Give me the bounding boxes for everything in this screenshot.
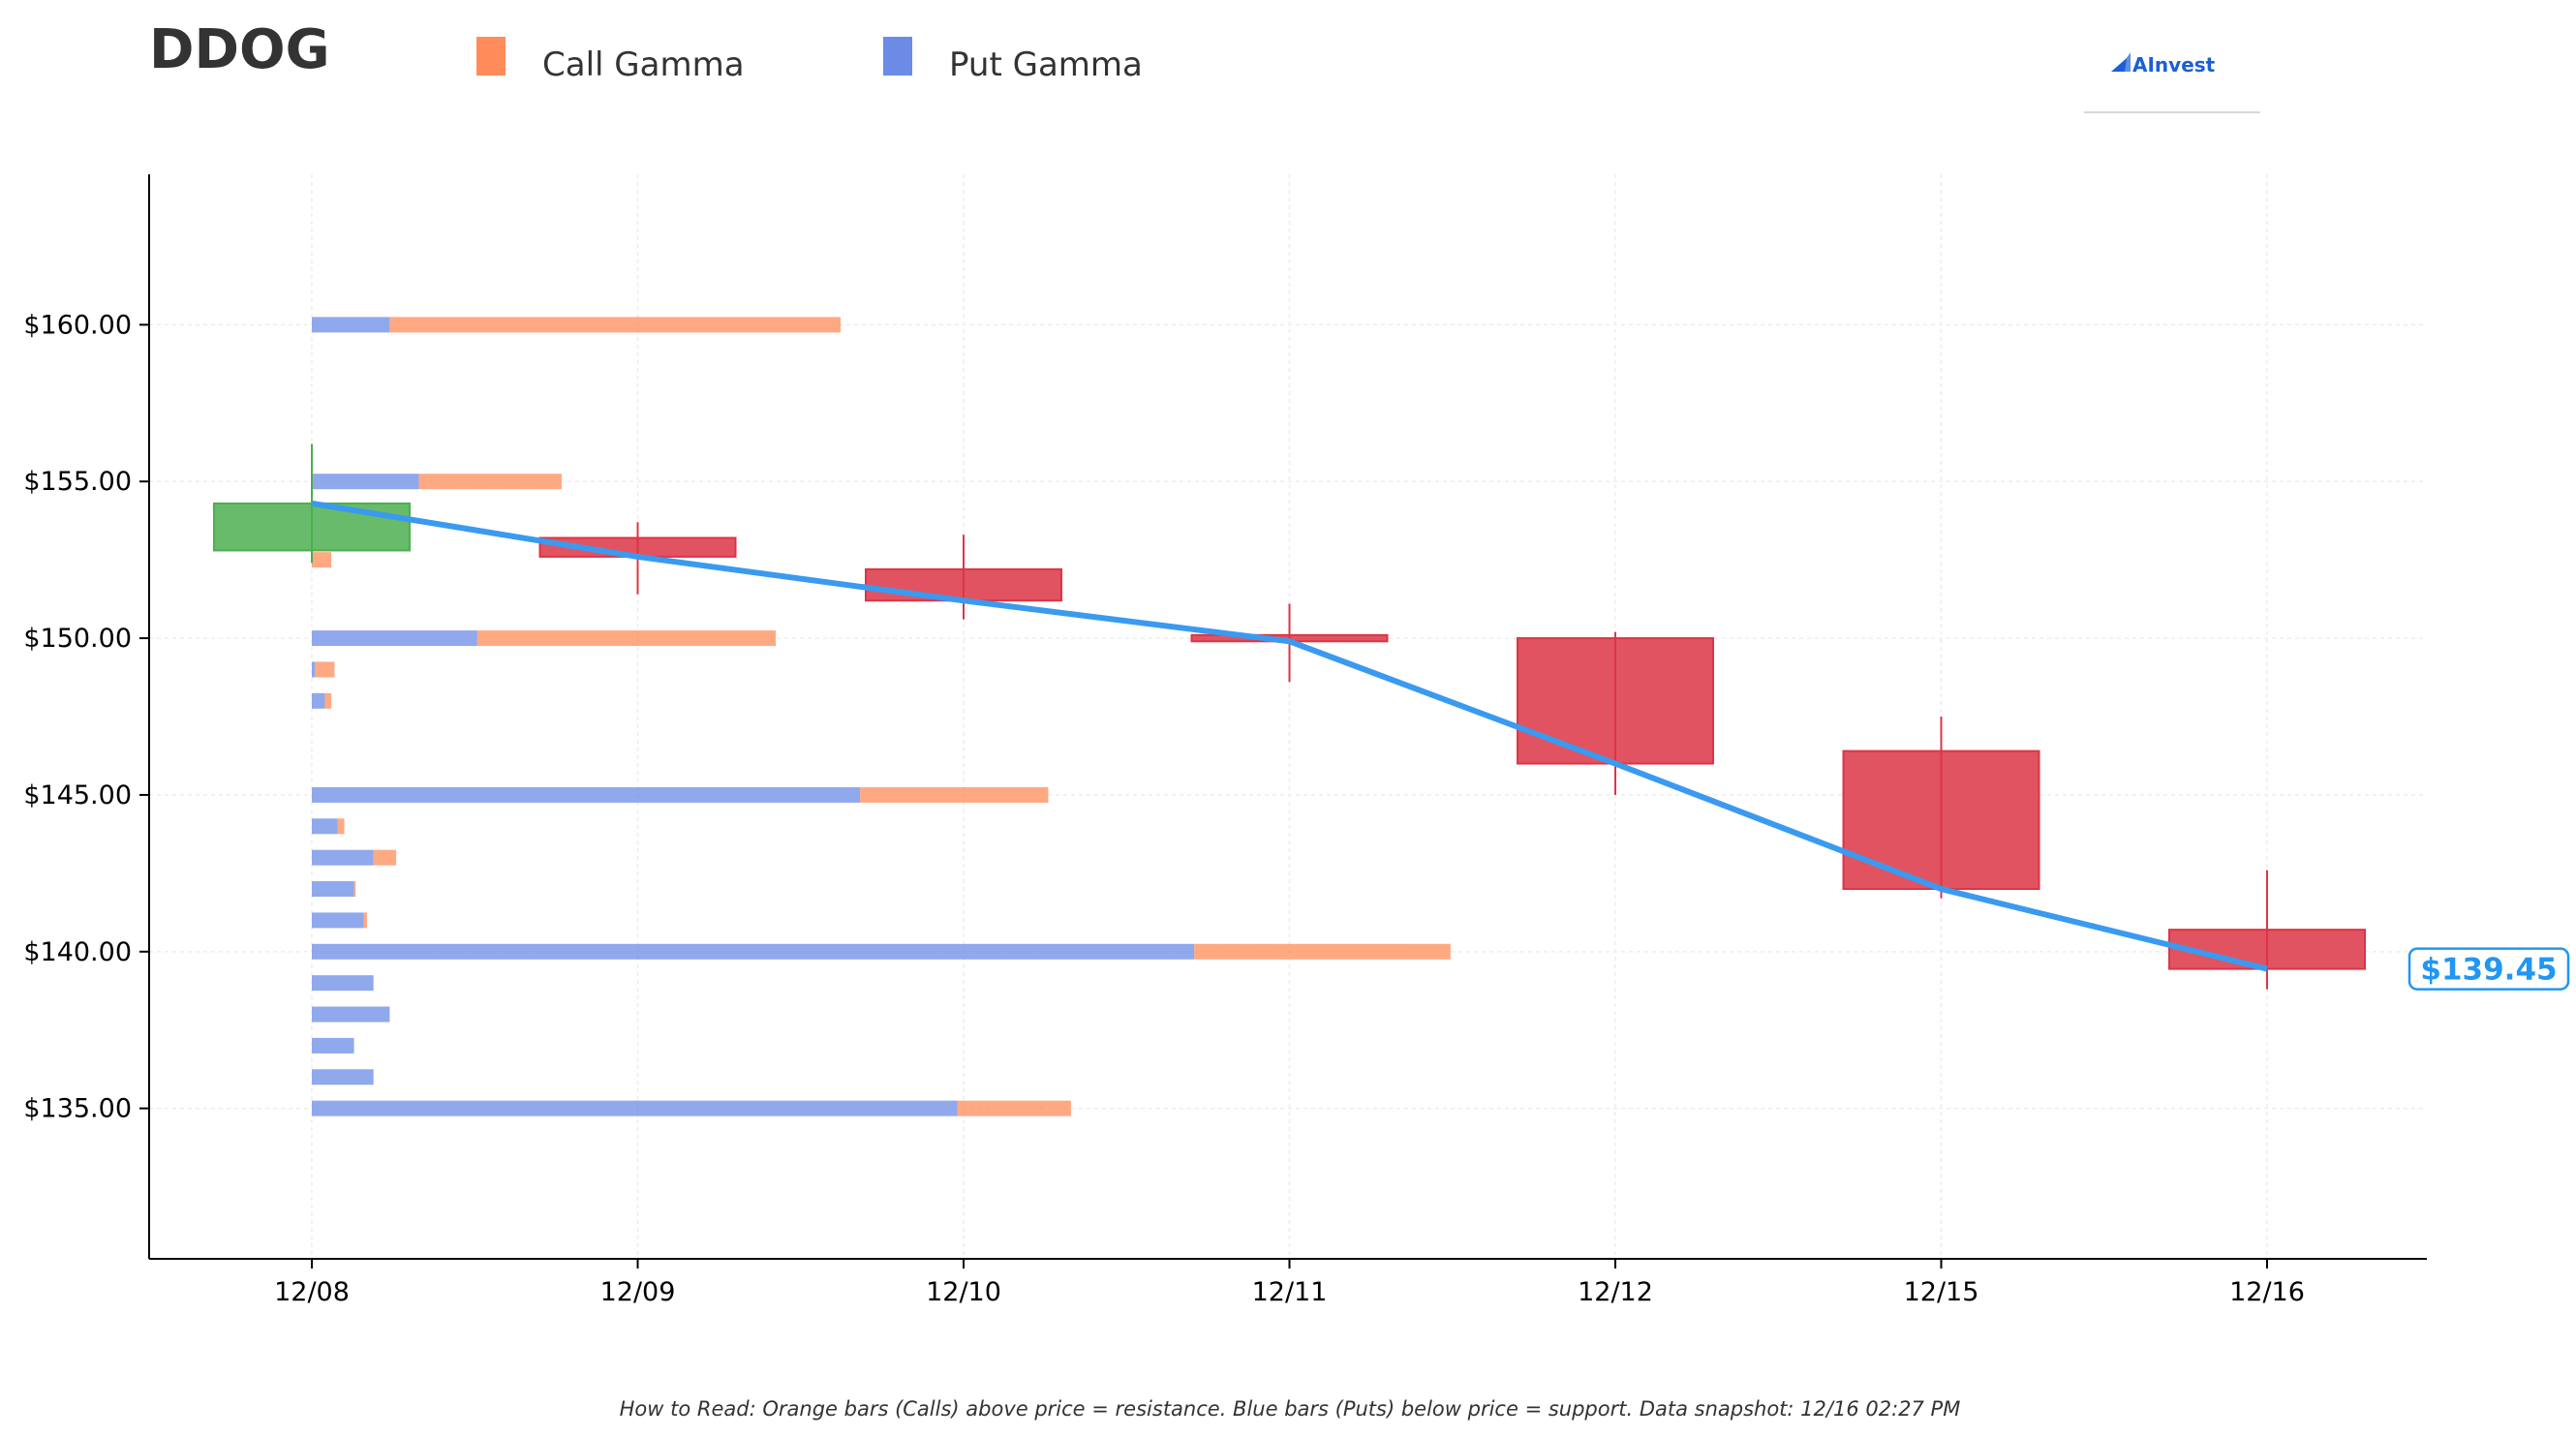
call-gamma-bar (363, 912, 367, 929)
legend-put-swatch (883, 37, 912, 76)
call-gamma-bar (337, 818, 345, 835)
put-gamma-bar (312, 786, 861, 803)
put-gamma-bar (312, 661, 316, 678)
legend-call-label: Call Gamma (542, 46, 745, 84)
call-gamma-bar (389, 317, 842, 333)
chart-title: DDOG (149, 18, 330, 81)
legend: Call Gamma Put Gamma (476, 37, 1143, 84)
legend-call-swatch (476, 37, 506, 76)
candle-body-down (1842, 749, 2040, 891)
put-gamma-bar (312, 474, 419, 490)
put-gamma-bar (312, 943, 1195, 960)
price-line-group (311, 500, 2268, 972)
x-tick-label: 12/10 (926, 1277, 1001, 1307)
current-price-badge (2407, 947, 2570, 991)
grid-lines (149, 174, 2427, 1259)
ainvest-logo: AInvest (2084, 52, 2260, 113)
y-tick-label: $150.00 (23, 624, 132, 654)
x-tick-label: 12/16 (2229, 1277, 2305, 1307)
call-gamma-bar (476, 630, 777, 647)
y-tick-label: $145.00 (23, 780, 132, 810)
call-gamma-bar (373, 849, 397, 866)
x-tick-label: 12/15 (1904, 1277, 1979, 1307)
axes: $135.00 $140.00 $145.00 $150.00 $155.00 $160.… (23, 174, 2427, 1307)
put-gamma-bar (312, 912, 364, 929)
put-gamma-bar (312, 849, 374, 866)
put-gamma-bar (312, 818, 338, 835)
y-tick-label: $140.00 (23, 937, 132, 967)
put-gamma-bar (312, 692, 325, 709)
footnote: How to Read: Orange bars (Calls) above p… (620, 1397, 1961, 1421)
put-gamma-bar (312, 881, 354, 898)
y-tick-label: $160.00 (23, 310, 132, 340)
x-tick-label: 12/12 (1578, 1277, 1653, 1307)
candle-body-down (1517, 637, 1714, 765)
legend-put-label: Put Gamma (949, 46, 1143, 84)
y-tick-label: $155.00 (23, 467, 132, 497)
x-tick-label: 12/11 (1252, 1277, 1328, 1307)
call-gamma-bar (418, 474, 562, 490)
call-gamma-bar (324, 692, 332, 709)
put-gamma-bar (312, 1069, 374, 1085)
candles (213, 443, 2366, 990)
price-line (311, 500, 2268, 972)
call-gamma-bar (315, 661, 335, 678)
gamma-bars (312, 317, 1451, 1116)
current-price-label: $139.45 (2420, 953, 2557, 988)
put-gamma-bar (312, 1037, 354, 1054)
call-gamma-bar (860, 786, 1049, 803)
logo-text: AInvest (2132, 53, 2216, 76)
call-gamma-bar (312, 552, 332, 568)
candle-body-down (2168, 929, 2366, 970)
candle-body-up (213, 502, 411, 552)
put-gamma-bar (312, 1100, 958, 1116)
call-gamma-bar (957, 1100, 1071, 1116)
call-gamma-bar (353, 881, 356, 898)
put-gamma-bar (312, 317, 390, 333)
x-tick-label: 12/08 (274, 1277, 350, 1307)
call-gamma-bar (1194, 943, 1451, 960)
put-gamma-bar (312, 975, 374, 992)
y-tick-label: $135.00 (23, 1094, 132, 1124)
put-gamma-bar (312, 630, 477, 647)
price-label-group: $139.45 (2407, 947, 2570, 991)
candle-body-down (865, 567, 1062, 602)
x-tick-label: 12/09 (600, 1277, 676, 1307)
put-gamma-bar (312, 1006, 390, 1023)
logo-icon-accent (2117, 52, 2131, 72)
